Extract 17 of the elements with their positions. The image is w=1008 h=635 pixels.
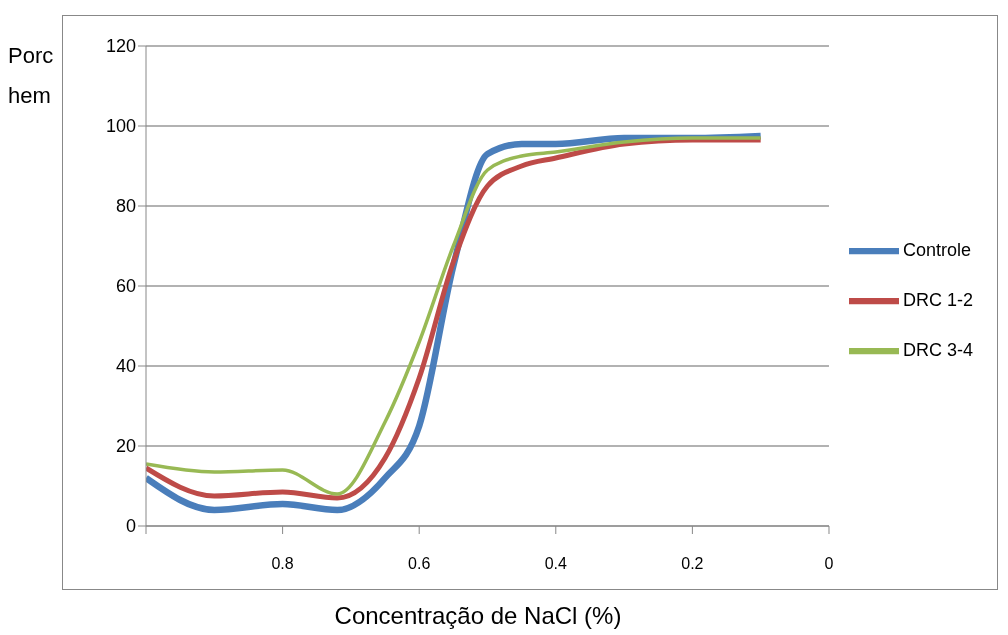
x-tick-label: 0 [824, 555, 834, 573]
y-tick-label: 0 [125, 516, 136, 537]
x-axis-title: Concentração de NaCl (%) [333, 602, 623, 630]
legend-label: Controle [902, 239, 972, 260]
x-tick-label: 0.6 [408, 555, 431, 573]
y-tick-label: 80 [115, 196, 136, 217]
y-tick-label: 60 [115, 276, 136, 297]
legend-label: DRC 3-4 [902, 339, 973, 360]
y-tick-label: 120 [105, 36, 136, 57]
legend-label: DRC 1-2 [902, 289, 973, 310]
x-tick-label: 0.2 [681, 555, 704, 573]
y-tick-label: 20 [115, 436, 136, 457]
x-tick-label: 0.8 [271, 555, 294, 573]
x-tick-label: 0.4 [544, 555, 568, 573]
y-tick-label: 40 [115, 356, 136, 377]
y-axis-title: Porc hem [8, 42, 55, 110]
y-tick-label: 100 [105, 116, 136, 137]
